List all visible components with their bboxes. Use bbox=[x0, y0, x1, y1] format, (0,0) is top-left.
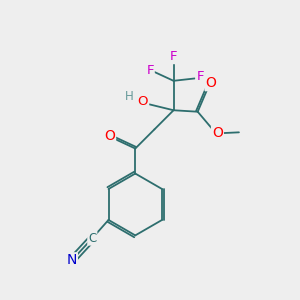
Text: N: N bbox=[67, 253, 77, 267]
Text: F: F bbox=[146, 64, 154, 77]
Text: O: O bbox=[212, 126, 223, 140]
Text: H: H bbox=[124, 90, 133, 103]
Text: F: F bbox=[196, 70, 204, 83]
Text: C: C bbox=[88, 232, 96, 245]
Text: O: O bbox=[138, 95, 148, 108]
Text: F: F bbox=[170, 50, 177, 63]
Text: O: O bbox=[104, 129, 115, 143]
Text: O: O bbox=[206, 76, 216, 90]
